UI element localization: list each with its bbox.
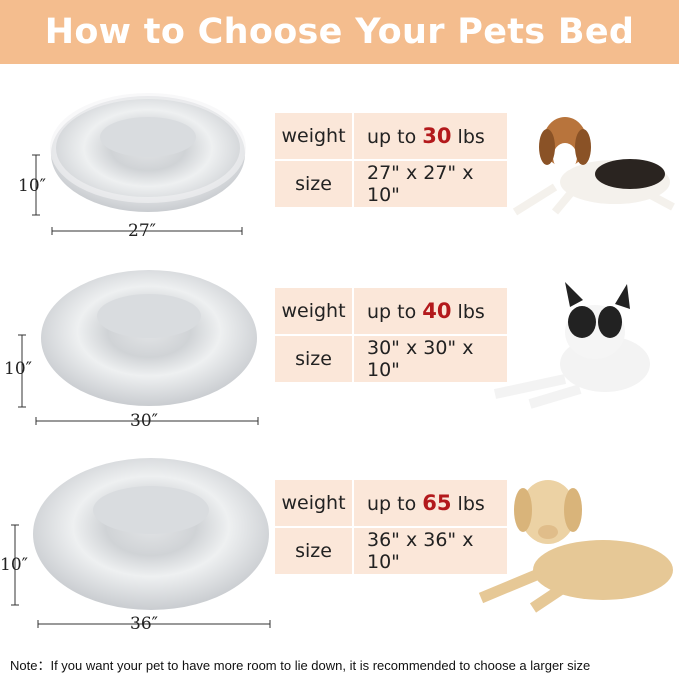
french-bulldog-image	[493, 282, 650, 409]
width-dim-large: 36″	[130, 614, 158, 634]
bed-image-small	[50, 93, 246, 212]
weight-label: weight	[275, 113, 354, 159]
page-title: How to Choose Your Pets Bed	[44, 12, 635, 52]
weight-label: weight	[275, 480, 354, 526]
size-label: size	[275, 161, 354, 207]
size-value: 27" x 27" x 10"	[367, 162, 474, 206]
dimension-lines-small	[32, 154, 243, 235]
height-dim-large: 10″	[0, 555, 28, 575]
beagle-image	[512, 117, 675, 216]
size-value: 30" x 30" x 10"	[367, 337, 474, 381]
height-dim-medium: 10″	[4, 359, 32, 379]
height-dim-small: 10″	[18, 176, 46, 196]
width-dim-medium: 30″	[130, 411, 158, 431]
weight-value: up to 40 lbs	[367, 299, 485, 323]
weight-value: up to 65 lbs	[367, 491, 485, 515]
spec-table-small: weight up to 30 lbs size 27" x 27" x 10"	[275, 113, 507, 207]
size-value: 36" x 36" x 10"	[367, 529, 474, 573]
weight-value: up to 30 lbs	[367, 124, 485, 148]
dimension-lines-medium	[18, 334, 259, 425]
width-dim-small: 27″	[128, 221, 156, 241]
dimension-lines-large	[11, 524, 271, 628]
spec-table-medium: weight up to 40 lbs size 30" x 30" x 10"	[275, 288, 507, 382]
weight-label: weight	[275, 288, 354, 334]
bed-image-large	[33, 458, 269, 610]
bed-image-medium	[41, 270, 257, 406]
spec-table-large: weight up to 65 lbs size 36" x 36" x 10"	[275, 480, 507, 574]
labrador-image	[478, 480, 673, 613]
size-label: size	[275, 336, 354, 382]
size-label: size	[275, 528, 354, 574]
title-banner: How to Choose Your Pets Bed	[0, 0, 679, 64]
note-text: Note：If you want your pet to have more r…	[10, 658, 591, 673]
